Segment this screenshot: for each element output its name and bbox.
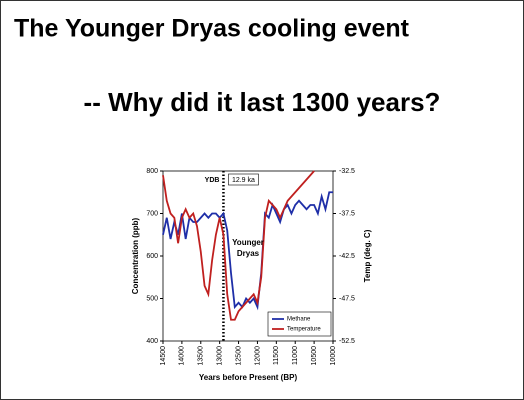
annotation: Younger <box>232 238 264 247</box>
x-tick-label: 13000 <box>217 346 224 366</box>
annotation: YDB <box>205 177 220 184</box>
x-tick-label: 14500 <box>160 346 167 366</box>
x-tick-label: 11000 <box>292 346 299 365</box>
x-axis-label: Years before Present (BP) <box>199 373 298 382</box>
x-tick-label: 12500 <box>235 346 242 366</box>
y2-tick-label: -47.5 <box>339 295 355 302</box>
slide-subtitle: -- Why did it last 1300 years? <box>84 87 441 117</box>
annotation: 12.9 ka <box>232 177 255 184</box>
x-tick-label: 10500 <box>311 346 318 366</box>
y-tick-label: 800 <box>146 168 158 175</box>
y2-tick-label: -42.5 <box>339 253 355 260</box>
x-tick-label: 12000 <box>254 346 261 366</box>
y-tick-label: 700 <box>146 210 158 217</box>
y-tick-label: 600 <box>146 253 158 260</box>
legend-label: Methane <box>287 317 311 323</box>
x-tick-label: 13500 <box>198 346 205 366</box>
x-tick-label: 11500 <box>273 346 280 365</box>
annotation-box <box>228 173 259 186</box>
series-line <box>162 170 315 321</box>
y2-axis-label: Temp (deg. C) <box>363 229 372 282</box>
annotation: Dryas <box>237 249 260 258</box>
y-tick-label: 500 <box>146 295 158 302</box>
y2-tick-label: -37.5 <box>339 210 355 217</box>
y-tick-label: 400 <box>146 338 158 345</box>
y2-tick-label: -52.5 <box>339 338 355 345</box>
x-tick-label: 14000 <box>179 346 186 366</box>
y-axis-label: Concentration (ppb) <box>131 217 140 294</box>
legend-box <box>267 311 332 337</box>
x-tick-label: 10000 <box>330 346 337 366</box>
legend-label: Temperature <box>287 327 321 333</box>
y2-tick-label: -32.5 <box>339 168 355 175</box>
slide-title: The Younger Dryas cooling event <box>14 15 410 43</box>
